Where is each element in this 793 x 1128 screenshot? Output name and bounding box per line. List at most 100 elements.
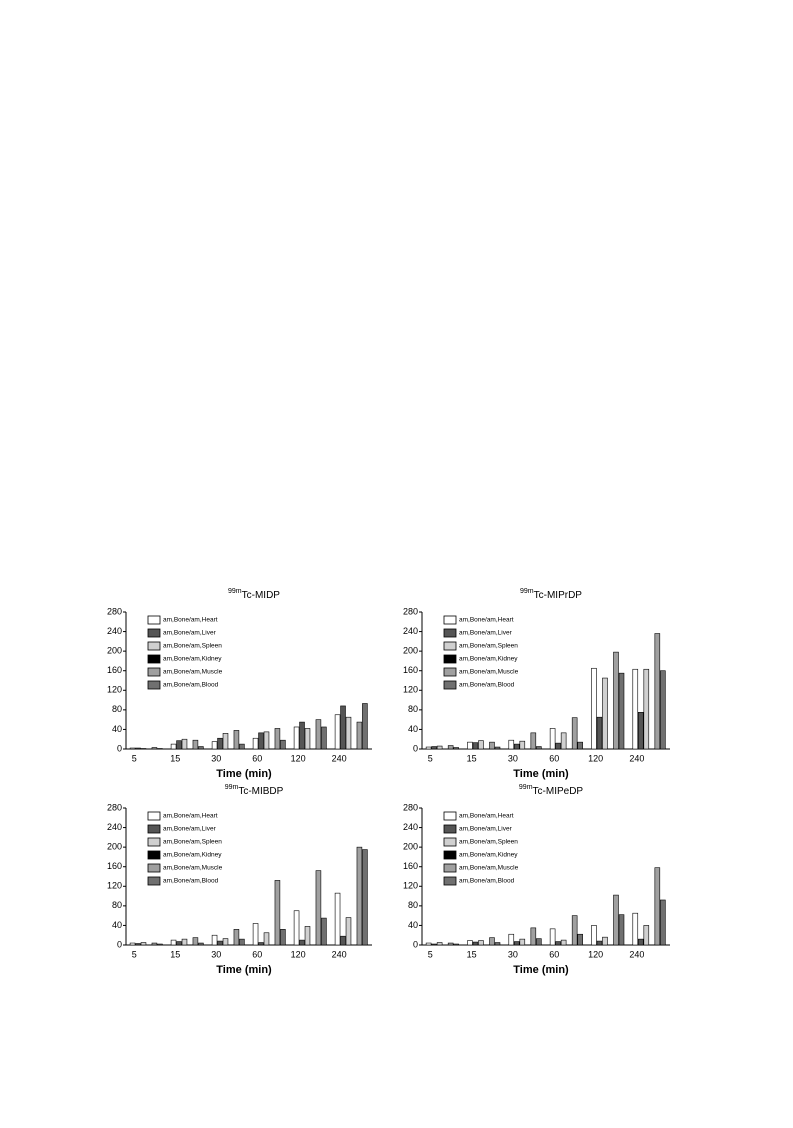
bar bbox=[259, 943, 264, 945]
bar bbox=[223, 733, 228, 749]
bar bbox=[473, 942, 478, 945]
bar bbox=[157, 944, 162, 945]
bar bbox=[152, 748, 157, 749]
bar bbox=[234, 730, 239, 749]
y-tick-label: 200 bbox=[403, 646, 418, 656]
x-tick-label: 30 bbox=[211, 949, 221, 959]
legend-label: am,Bone/am,Kidney bbox=[459, 852, 518, 859]
bar bbox=[432, 944, 437, 945]
x-tick-label: 30 bbox=[211, 753, 221, 763]
bar bbox=[614, 652, 619, 749]
bar bbox=[136, 944, 141, 945]
legend-swatch bbox=[148, 642, 160, 650]
bar bbox=[597, 717, 602, 749]
bar bbox=[357, 847, 362, 945]
bar bbox=[130, 748, 135, 749]
title-text: Tc-MIDP bbox=[242, 590, 281, 601]
legend-label: am,Bone/am,Heart bbox=[459, 813, 514, 820]
bar bbox=[602, 678, 607, 749]
bar bbox=[280, 929, 285, 945]
bar bbox=[619, 915, 624, 945]
title-superscript: 99m bbox=[520, 588, 534, 595]
legend-swatch bbox=[444, 655, 456, 663]
bar bbox=[638, 712, 643, 749]
bar bbox=[259, 733, 264, 749]
bar bbox=[341, 936, 346, 945]
bar bbox=[182, 739, 187, 749]
bar bbox=[316, 720, 321, 749]
legend-label: am,Bone/am,Kidney bbox=[163, 656, 222, 663]
bar bbox=[490, 742, 495, 749]
bar bbox=[218, 738, 223, 749]
x-tick-label: 60 bbox=[252, 949, 262, 959]
legend-swatch bbox=[444, 877, 456, 885]
bar bbox=[264, 732, 269, 749]
y-tick-label: 280 bbox=[107, 802, 122, 812]
x-tick-label: 240 bbox=[332, 949, 347, 959]
bar bbox=[531, 928, 536, 945]
bar bbox=[660, 900, 665, 945]
bar bbox=[321, 727, 326, 749]
y-tick-label: 200 bbox=[107, 842, 122, 852]
title-superscript: 99m bbox=[225, 784, 239, 791]
y-tick-label: 120 bbox=[107, 881, 122, 891]
bar bbox=[633, 913, 638, 945]
bar bbox=[437, 943, 442, 945]
legend-swatch bbox=[148, 616, 160, 624]
x-tick-label: 240 bbox=[629, 949, 644, 959]
bar bbox=[171, 940, 176, 945]
bar bbox=[432, 747, 437, 749]
bar bbox=[437, 746, 442, 749]
legend-label: am,Bone/am,Spleen bbox=[459, 839, 518, 846]
bar bbox=[239, 744, 244, 749]
title-text: Tc-MIPeDP bbox=[533, 786, 584, 797]
chart-title: 99mTc-MIDP bbox=[228, 588, 280, 601]
legend-swatch bbox=[444, 864, 456, 872]
bar bbox=[495, 943, 500, 945]
y-tick-label: 280 bbox=[107, 606, 122, 616]
x-tick-label: 240 bbox=[629, 753, 644, 763]
title-superscript: 99m bbox=[519, 784, 533, 791]
bar bbox=[550, 929, 555, 945]
bar bbox=[509, 740, 514, 749]
y-tick-label: 200 bbox=[403, 842, 418, 852]
title-superscript: 99m bbox=[228, 588, 242, 595]
legend-label: am,Bone/am,Liver bbox=[459, 826, 513, 833]
bar bbox=[454, 748, 459, 749]
legend-label: am,Bone/am,Spleen bbox=[459, 643, 518, 650]
y-tick-label: 160 bbox=[403, 665, 418, 675]
legend-label: am,Bone/am,Muscle bbox=[459, 865, 519, 872]
x-tick-label: 120 bbox=[291, 753, 306, 763]
x-tick-label: 120 bbox=[588, 753, 603, 763]
legend-swatch bbox=[444, 812, 456, 820]
y-tick-label: 240 bbox=[107, 626, 122, 636]
bar bbox=[294, 911, 299, 945]
bar bbox=[212, 935, 217, 945]
bar bbox=[536, 747, 541, 749]
x-tick-label: 60 bbox=[549, 949, 559, 959]
legend-label: am,Bone/am,Blood bbox=[459, 682, 515, 689]
bar bbox=[239, 939, 244, 945]
x-tick-label: 60 bbox=[252, 753, 262, 763]
y-tick-label: 120 bbox=[107, 685, 122, 695]
bar bbox=[357, 722, 362, 749]
bar bbox=[473, 743, 478, 749]
y-tick-label: 0 bbox=[117, 939, 122, 949]
legend-swatch bbox=[444, 825, 456, 833]
x-tick-label: 5 bbox=[428, 949, 433, 959]
y-tick-label: 280 bbox=[403, 802, 418, 812]
x-axis-title: Time (min) bbox=[216, 964, 272, 976]
x-tick-label: 15 bbox=[467, 753, 477, 763]
x-tick-label: 120 bbox=[291, 949, 306, 959]
bar bbox=[467, 941, 472, 945]
chart-title: 99mTc-MIPeDP bbox=[519, 784, 584, 797]
legend-swatch bbox=[444, 838, 456, 846]
bar bbox=[556, 942, 561, 945]
y-tick-label: 80 bbox=[408, 704, 418, 714]
x-tick-label: 60 bbox=[549, 753, 559, 763]
legend-label: am,Bone/am,Kidney bbox=[459, 656, 518, 663]
legend-label: am,Bone/am,Heart bbox=[163, 813, 218, 820]
y-tick-label: 0 bbox=[413, 939, 418, 949]
bar bbox=[578, 742, 583, 749]
